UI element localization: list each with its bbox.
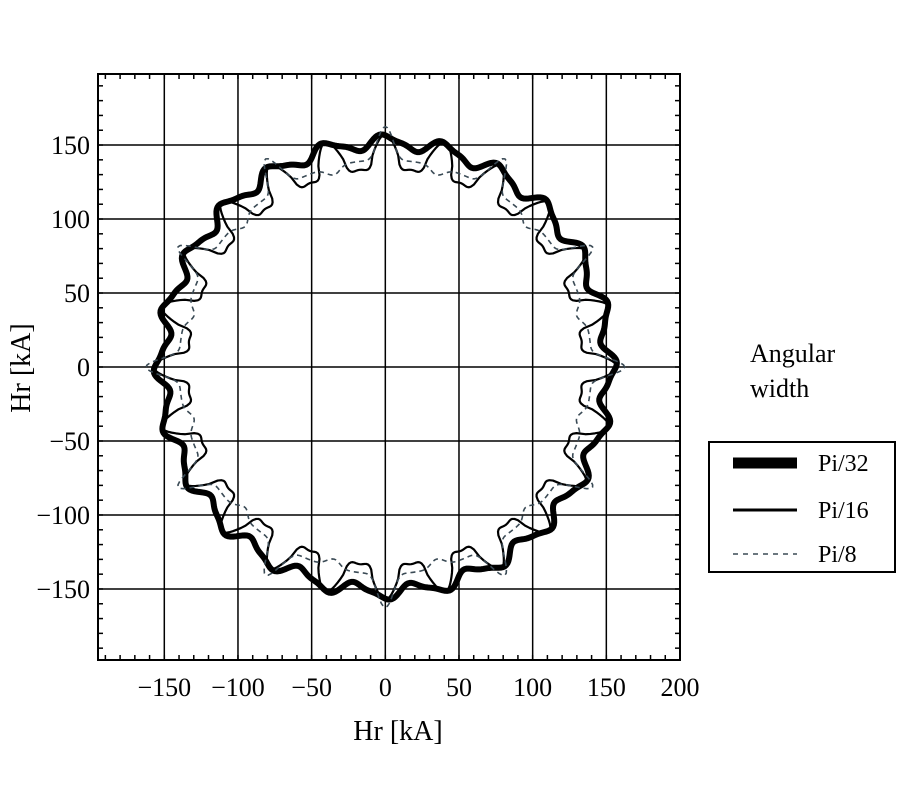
x-tick-label: 150 <box>587 673 626 702</box>
series-pi-8-curve <box>145 125 626 609</box>
grid <box>98 74 680 660</box>
legend: Pi/32 Pi/16 Pi/8 <box>708 441 896 573</box>
x-tick-label: 100 <box>513 673 552 702</box>
x-tick-label: −150 <box>137 673 191 702</box>
x-tick-label: 50 <box>446 673 472 702</box>
x-tick-labels: −150 −100 −50 0 50 100 150 200 <box>137 673 699 702</box>
y-tick-labels: 150 100 50 0 −50 −100 −150 <box>36 131 90 604</box>
y-tick-label: −50 <box>49 427 90 456</box>
y-tick-label: 50 <box>64 279 90 308</box>
series-layer <box>145 125 626 609</box>
legend-title-line-1: Angular <box>750 339 836 368</box>
y-tick-label: 0 <box>77 353 90 382</box>
legend-label-pi32: Pi/32 <box>818 451 869 477</box>
x-tick-label: 0 <box>379 673 392 702</box>
y-tick-label: 100 <box>51 205 90 234</box>
y-tick-label: 150 <box>51 131 90 160</box>
legend-label-pi16: Pi/16 <box>818 498 869 524</box>
x-axis-title: Hr [kA] <box>353 716 442 747</box>
plot-frame <box>97 73 681 661</box>
legend-title-line-2: width <box>750 374 809 403</box>
series-pi-16-curve <box>152 133 619 601</box>
y-axis-title: Hr [kA] <box>6 323 37 412</box>
legend-label-pi8: Pi/8 <box>818 542 857 568</box>
x-tick-label: −50 <box>291 673 332 702</box>
y-tick-label: −150 <box>36 575 90 604</box>
x-tick-label: 200 <box>661 673 700 702</box>
y-tick-label: −100 <box>36 501 90 530</box>
x-tick-label: −100 <box>211 673 265 702</box>
